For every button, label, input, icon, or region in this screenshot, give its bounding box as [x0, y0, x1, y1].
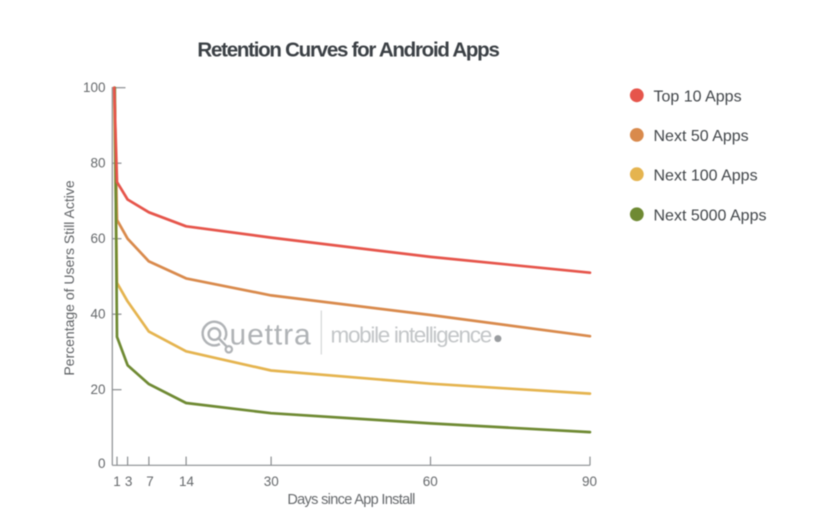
svg-text:Days since App Install: Days since App Install — [287, 492, 415, 508]
svg-text:7: 7 — [146, 474, 154, 489]
svg-text:20: 20 — [90, 382, 105, 397]
svg-text:Percentage of Users Still Acti: Percentage of Users Still Active — [61, 180, 77, 376]
svg-text:0: 0 — [98, 456, 106, 471]
svg-text:1: 1 — [113, 474, 121, 489]
svg-text:90: 90 — [582, 474, 597, 489]
svg-text:60: 60 — [90, 231, 105, 246]
svg-text:uettra: uettra — [230, 318, 312, 351]
svg-text:30: 30 — [264, 474, 279, 489]
svg-text:14: 14 — [179, 474, 195, 489]
svg-text:40: 40 — [90, 307, 105, 322]
svg-text:Retention Curves for Android A: Retention Curves for Android Apps — [197, 38, 499, 61]
svg-text:Next 50 Apps: Next 50 Apps — [654, 128, 749, 145]
svg-text:mobile intelligence: mobile intelligence — [331, 323, 492, 348]
svg-text:Next 100 Apps: Next 100 Apps — [654, 168, 758, 185]
svg-text:60: 60 — [423, 474, 438, 489]
svg-text:Next 5000 Apps: Next 5000 Apps — [654, 208, 767, 225]
svg-text:100: 100 — [83, 80, 106, 95]
svg-text:Top 10 Apps: Top 10 Apps — [654, 89, 742, 106]
svg-text:3: 3 — [125, 474, 133, 489]
svg-text:80: 80 — [90, 156, 105, 171]
